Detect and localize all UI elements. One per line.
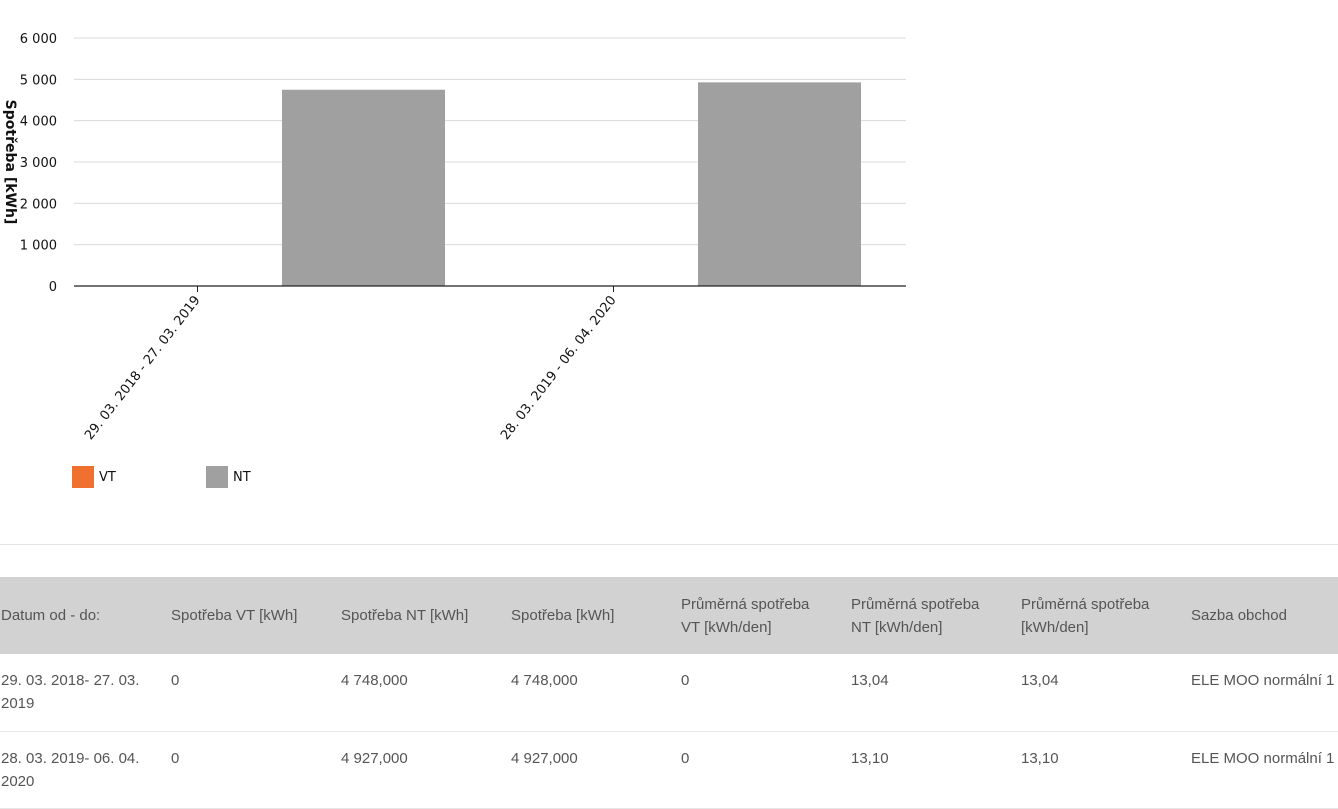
cell-consumption-vt: 0: [171, 749, 180, 767]
header-avg-total: Průměrná spotřeba [kWh/den]: [1021, 595, 1150, 636]
cell-tariff: ELE MOO normální 1: [1191, 672, 1335, 689]
cell-consumption-vt: 0: [171, 672, 180, 689]
header-consumption-vt: Spotřeba VT [kWh]: [171, 607, 298, 624]
x-tick-label: 28. 03. 2019 - 06. 04. 2020: [498, 293, 620, 443]
x-tick-label: 29. 03. 2018 - 27. 03. 2019: [82, 293, 204, 443]
legend-swatch-vt: [72, 466, 94, 488]
cell-avg-nt: 13,04: [851, 672, 889, 689]
table-row: 28. 03. 2019- 06. 04. 2020 0 4 927,000 4…: [0, 731, 1338, 808]
y-axis-title: Spotřeba [kWh]: [2, 100, 18, 225]
y-tick-label: 4 000: [20, 115, 57, 130]
cell-consumption-total: 4 748,000: [511, 672, 578, 689]
header-date-range: Datum od - do:: [1, 607, 101, 624]
y-tick-label: 3 000: [20, 156, 57, 171]
y-tick-label: 5 000: [20, 73, 57, 88]
header-tariff: Sazba obchod: [1191, 607, 1287, 624]
consumption-table: Datum od - do: Spotřeba VT [kWh] Spotřeb…: [0, 577, 1338, 809]
cell-tariff: ELE MOO normální 1: [1191, 749, 1335, 767]
bar-nt: [698, 82, 861, 286]
legend-item-vt[interactable]: VT: [72, 466, 116, 488]
cell-consumption-total: 4 927,000: [511, 749, 578, 767]
section-divider: [0, 544, 1338, 545]
legend-label-nt: NT: [233, 469, 251, 485]
y-tick-label: 6 000: [20, 32, 57, 47]
cell-avg-nt: 13,10: [851, 749, 889, 767]
legend-item-nt[interactable]: NT: [206, 466, 251, 488]
legend-swatch-nt: [206, 466, 228, 488]
header-avg-nt: Průměrná spotřeba NT [kWh/den]: [851, 595, 980, 636]
cell-consumption-nt: 4 748,000: [341, 672, 408, 689]
y-tick-label: 1 000: [20, 239, 57, 254]
cell-date-range: 29. 03. 2018- 27. 03. 2019: [1, 672, 140, 712]
cell-avg-total: 13,04: [1021, 672, 1059, 689]
chart-svg: 0 1 000 2 000 3 000 4 000 5 000 6 000 Spotřeba …: [2, 32, 906, 443]
table-row: 29. 03. 2018- 27. 03. 2019 0 4 748,000 4…: [0, 654, 1338, 731]
consumption-chart: 0 1 000 2 000 3 000 4 000 5 000 6 000 Spotřeba …: [2, 32, 906, 488]
cell-date-range: 28. 03. 2019- 06. 04. 2020: [1, 749, 140, 790]
legend-label-vt: VT: [99, 469, 116, 485]
consumption-table-wrap: Datum od - do: Spotřeba VT [kWh] Spotřeb…: [0, 577, 1338, 809]
cell-avg-vt: 0: [681, 672, 690, 689]
header-consumption-total: Spotřeba [kWh]: [511, 607, 615, 624]
table-header-row: Datum od - do: Spotřeba VT [kWh] Spotřeb…: [0, 577, 1338, 654]
header-avg-vt: Průměrná spotřeba VT [kWh/den]: [681, 595, 810, 636]
y-tick-label: 2 000: [20, 197, 57, 212]
header-consumption-nt: Spotřeba NT [kWh]: [341, 607, 469, 624]
cell-avg-total: 13,10: [1021, 749, 1059, 767]
cell-consumption-nt: 4 927,000: [341, 749, 408, 767]
cell-avg-vt: 0: [681, 749, 690, 767]
y-tick-label: 0: [49, 280, 57, 295]
bar-nt: [282, 89, 445, 287]
